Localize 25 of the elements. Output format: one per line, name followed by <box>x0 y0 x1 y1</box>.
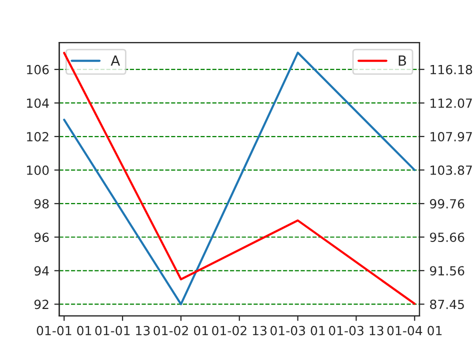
y-tick-label: 96 <box>34 232 49 242</box>
y-tick-label: 94 <box>34 266 49 276</box>
x-tick-label: 01-03 01 <box>270 326 325 336</box>
legend-label: A <box>110 56 120 66</box>
y2-tick-label: 99.76 <box>430 199 464 209</box>
x-tick-label: 01-01 01 <box>36 326 92 336</box>
y-tick-label: 106 <box>27 64 49 74</box>
x-tick-label: 01-01 13 <box>95 326 150 336</box>
x-tick-label: 01-04 01 <box>387 326 442 336</box>
y-tick-label: 92 <box>34 300 48 310</box>
y2-tick-label: 112.07 <box>430 98 472 108</box>
y2-tick-label: 116.18 <box>430 64 472 74</box>
y2-tick-label: 107.97 <box>430 132 472 142</box>
y2-tick-label: 91.56 <box>430 266 464 276</box>
y-tick-label: 104 <box>27 98 49 108</box>
x-tick-label: 01-03 13 <box>328 326 384 336</box>
y-tick-label: 100 <box>27 166 49 175</box>
legend-label: B <box>398 56 406 66</box>
x-tick-label: 01-02 13 <box>212 326 266 336</box>
x-tick-label: 01-02 01 <box>154 326 208 336</box>
y2-tick-label: 87.45 <box>430 300 464 310</box>
y-tick-label: 102 <box>27 132 48 142</box>
y2-tick-label: 103.87 <box>430 165 472 175</box>
y-tick-label: 98 <box>34 199 49 209</box>
y2-tick-label: 95.66 <box>430 232 464 242</box>
